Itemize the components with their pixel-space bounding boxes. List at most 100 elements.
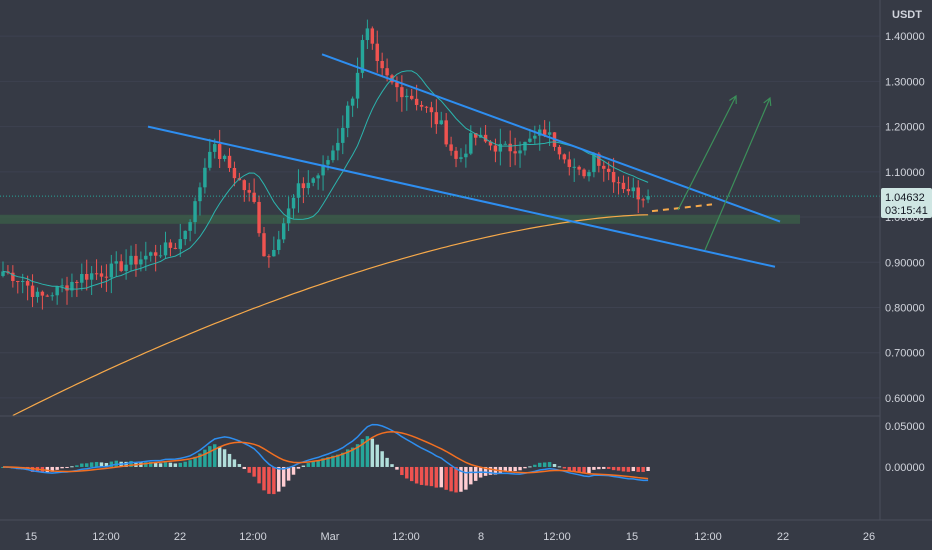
candle-body bbox=[567, 159, 572, 168]
candle-body bbox=[587, 172, 591, 177]
candle-body bbox=[380, 61, 384, 69]
macd-histogram-bar bbox=[350, 447, 355, 467]
macd-histogram-bar bbox=[400, 466, 404, 476]
candle-body bbox=[40, 291, 45, 296]
macd-histogram-bar bbox=[168, 462, 173, 467]
macd-histogram-bar bbox=[277, 466, 281, 492]
price-tag-price: 1.04632 bbox=[885, 192, 925, 204]
candle-body bbox=[45, 295, 50, 297]
candle-body bbox=[301, 183, 306, 189]
candle-body bbox=[542, 129, 547, 135]
macd-histogram-bar bbox=[636, 466, 640, 472]
candle-body bbox=[286, 208, 291, 224]
price-tick-label: 0.60000 bbox=[885, 393, 925, 405]
macd-histogram-bar bbox=[483, 466, 488, 476]
candle-body bbox=[272, 249, 276, 257]
candle-body bbox=[50, 295, 54, 297]
candle-body bbox=[606, 168, 611, 172]
candle-body bbox=[321, 164, 325, 176]
candle-body bbox=[611, 171, 616, 183]
macd-histogram-bar bbox=[434, 466, 439, 488]
macd-histogram-bar bbox=[474, 466, 478, 481]
candle-body bbox=[454, 150, 458, 159]
macd-histogram-bar bbox=[646, 466, 650, 472]
candle-body bbox=[242, 180, 247, 191]
price-tag-countdown: 03:15:41 bbox=[885, 205, 928, 217]
macd-histogram-bar bbox=[217, 446, 222, 467]
candle-body bbox=[306, 182, 311, 189]
candle-body bbox=[80, 274, 84, 283]
candle-body bbox=[94, 273, 99, 275]
candle-body bbox=[203, 167, 207, 188]
time-tick-label: 8 bbox=[478, 531, 484, 543]
candle-body bbox=[30, 285, 35, 297]
macd-histogram-bar bbox=[104, 462, 109, 467]
sma-slow-line bbox=[12, 214, 649, 417]
macd-histogram-bar bbox=[144, 462, 148, 467]
trendline-upper[interactable] bbox=[321, 53, 781, 223]
macd-histogram-bar bbox=[439, 466, 443, 488]
candle-body bbox=[464, 153, 468, 158]
candle-body bbox=[533, 135, 537, 139]
candle-body bbox=[483, 134, 488, 142]
candle-body bbox=[35, 291, 40, 297]
macd-histogram-bar bbox=[94, 461, 99, 467]
macd-histogram-bar bbox=[454, 466, 458, 493]
macd-histogram-bar bbox=[355, 444, 360, 467]
macd-histogram-bar bbox=[203, 449, 207, 467]
candle-body bbox=[25, 281, 30, 286]
candle-body bbox=[16, 280, 20, 282]
candle-body bbox=[198, 187, 202, 202]
candle-body bbox=[149, 252, 153, 256]
time-tick-label: 22 bbox=[174, 531, 186, 543]
time-tick-label: 15 bbox=[25, 531, 37, 543]
candle-body bbox=[444, 120, 448, 145]
macd-histogram-bar bbox=[405, 466, 409, 479]
macd-histogram-bar bbox=[528, 466, 532, 468]
candle-body bbox=[11, 272, 15, 281]
candle-body bbox=[375, 43, 379, 62]
macd-axis[interactable]: 0.05000 0.00000 bbox=[885, 421, 925, 474]
macd-histogram-bar bbox=[360, 439, 365, 467]
price-axis[interactable]: 1.400001.300001.200001.100001.000000.900… bbox=[885, 31, 925, 405]
macd-histogram-bar bbox=[547, 462, 552, 467]
macd-histogram-bar bbox=[232, 459, 237, 467]
candle-body bbox=[296, 183, 301, 198]
candle-body bbox=[409, 95, 414, 99]
candle-body bbox=[493, 145, 498, 152]
macd-histogram-bar bbox=[208, 446, 212, 467]
candle-body bbox=[577, 166, 581, 170]
time-tick-label: 12:00 bbox=[543, 531, 571, 543]
candle-body bbox=[523, 141, 527, 151]
candle-body bbox=[405, 95, 409, 98]
candle-body bbox=[331, 150, 335, 161]
time-axis[interactable]: 15 12:00 22 12:00 Mar 12:00 8 12:00 15 12:00 22 26 bbox=[25, 531, 875, 543]
candle-body bbox=[163, 242, 168, 256]
macd-histogram-bar bbox=[552, 464, 557, 467]
price-tick-label: 1.30000 bbox=[885, 76, 925, 88]
macd-histogram-bar bbox=[173, 463, 178, 467]
candle-body bbox=[513, 151, 517, 154]
macd-histogram-bar bbox=[345, 449, 350, 467]
candle-body bbox=[232, 167, 237, 179]
candle-body bbox=[20, 281, 25, 283]
price-tick-label: 1.10000 bbox=[885, 167, 925, 179]
macd-histogram-bar bbox=[80, 463, 84, 467]
price-tag: 1.04632 03:15:41 bbox=[881, 188, 932, 218]
macd-histogram-bar bbox=[227, 453, 232, 467]
macd-histogram-bar bbox=[419, 466, 424, 485]
macd-histogram-bar bbox=[198, 453, 202, 467]
macd-histogram-bar bbox=[513, 466, 517, 472]
trendline-lower[interactable] bbox=[147, 125, 776, 268]
price-tick-label: 0.90000 bbox=[885, 257, 925, 269]
macd-histogram-bar bbox=[291, 466, 296, 475]
macd-histogram-bar bbox=[518, 466, 522, 471]
candle-body bbox=[439, 120, 443, 125]
macd-histogram-bar bbox=[341, 452, 345, 467]
macd-histogram-bar bbox=[321, 458, 325, 467]
candle-body bbox=[597, 153, 601, 166]
macd-histogram-bar bbox=[542, 462, 547, 467]
candle-body bbox=[602, 165, 606, 169]
